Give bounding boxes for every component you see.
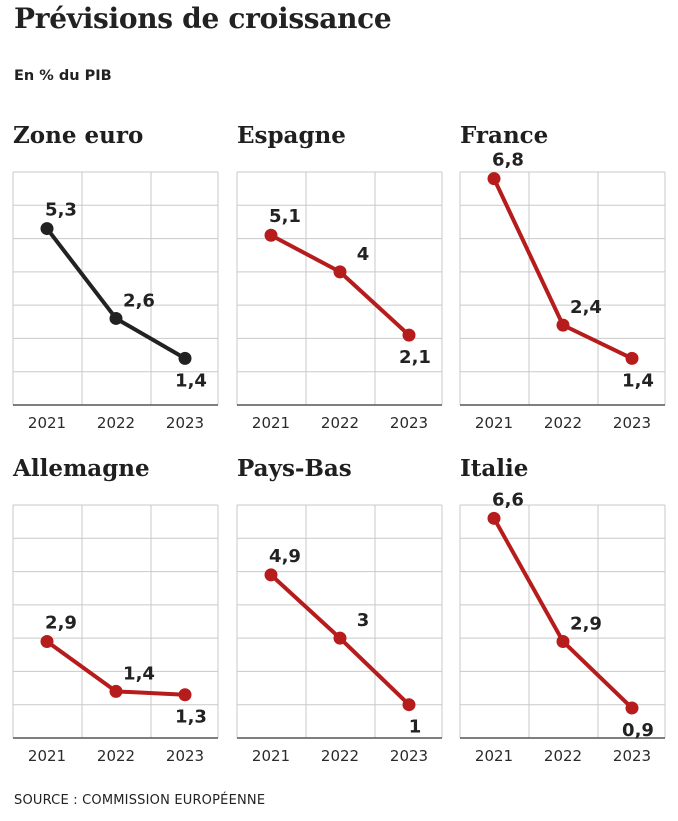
data-label: 2,9	[45, 612, 77, 633]
x-tick-label: 2021	[28, 747, 66, 765]
data-label: 1,4	[175, 370, 207, 391]
x-tick-label: 2023	[613, 747, 651, 765]
page-subtitle: En % du PIB	[14, 68, 112, 84]
x-tick-label: 2023	[166, 747, 204, 765]
data-point	[109, 684, 123, 698]
data-label: 4,9	[269, 546, 301, 567]
data-point	[178, 351, 192, 365]
data-point	[487, 511, 501, 525]
data-point	[178, 688, 192, 702]
chart-panel-6: Italie 2021 2022 2023 6,6 2,9 0,9	[459, 455, 666, 765]
data-label: 2,6	[123, 290, 155, 311]
data-point	[333, 631, 347, 645]
page-title: Prévisions de croissance	[14, 2, 392, 35]
chart-panel-2: Espagne 2021 2022 2023 5,1 4 2,1	[236, 122, 443, 432]
x-tick-label: 2023	[390, 747, 428, 765]
series-line	[492, 516, 634, 711]
data-point	[556, 634, 570, 648]
panel-title: Italie	[460, 455, 528, 482]
data-point	[264, 568, 278, 582]
panel-title: Allemagne	[12, 455, 150, 482]
data-point	[333, 265, 347, 279]
x-tick-label: 2021	[475, 414, 513, 432]
data-label: 5,3	[45, 200, 77, 221]
data-label: 1,3	[175, 707, 207, 728]
data-point	[487, 172, 501, 186]
chart-panel-4: Allemagne 2021 2022 2023 2,9 1,4 1,3	[12, 455, 219, 765]
x-tick-label: 2022	[97, 414, 135, 432]
chart-panel-1: Zone euro 2021 2022 2023 5,3 2,6 1,4	[12, 122, 219, 432]
x-tick-label: 2022	[321, 414, 359, 432]
panel-title: France	[460, 122, 548, 149]
data-label: 0,9	[622, 720, 654, 741]
data-point	[40, 222, 54, 236]
data-label: 6,6	[492, 489, 524, 510]
data-label: 2,9	[570, 613, 602, 634]
data-label: 3	[357, 610, 370, 631]
x-tick-label: 2022	[321, 747, 359, 765]
series-line	[269, 233, 411, 338]
data-label: 2,1	[399, 347, 431, 368]
data-label: 1,4	[622, 370, 654, 391]
x-tick-label: 2021	[28, 414, 66, 432]
data-point	[625, 351, 639, 365]
data-label: 2,4	[570, 297, 602, 318]
chart-panel-5: Pays-Bas 2021 2022 2023 4,9 3 1	[236, 455, 443, 765]
data-point	[556, 318, 570, 332]
x-tick-label: 2021	[475, 747, 513, 765]
x-tick-label: 2022	[544, 747, 582, 765]
x-tick-label: 2022	[544, 414, 582, 432]
x-tick-label: 2021	[252, 747, 290, 765]
source-note: SOURCE : COMMISSION EUROPÉENNE	[14, 793, 266, 808]
x-tick-label: 2023	[613, 414, 651, 432]
panel-title: Zone euro	[13, 122, 143, 149]
data-point	[109, 311, 123, 325]
data-point	[625, 701, 639, 715]
data-label: 1	[409, 717, 422, 738]
data-point	[402, 328, 416, 342]
chart-panel-3: France 2021 2022 2023 6,8 2,4 1,4	[459, 122, 666, 432]
data-point	[264, 228, 278, 242]
data-label: 4	[357, 244, 370, 265]
data-label: 5,1	[269, 206, 301, 227]
data-label: 1,4	[123, 663, 155, 684]
x-tick-label: 2023	[166, 414, 204, 432]
data-point	[402, 698, 416, 712]
data-label: 6,8	[492, 150, 524, 171]
x-tick-label: 2021	[252, 414, 290, 432]
panel-title: Espagne	[237, 122, 346, 149]
data-point	[40, 634, 54, 648]
panel-title: Pays-Bas	[237, 455, 352, 482]
x-tick-label: 2022	[97, 747, 135, 765]
x-tick-label: 2023	[390, 414, 428, 432]
